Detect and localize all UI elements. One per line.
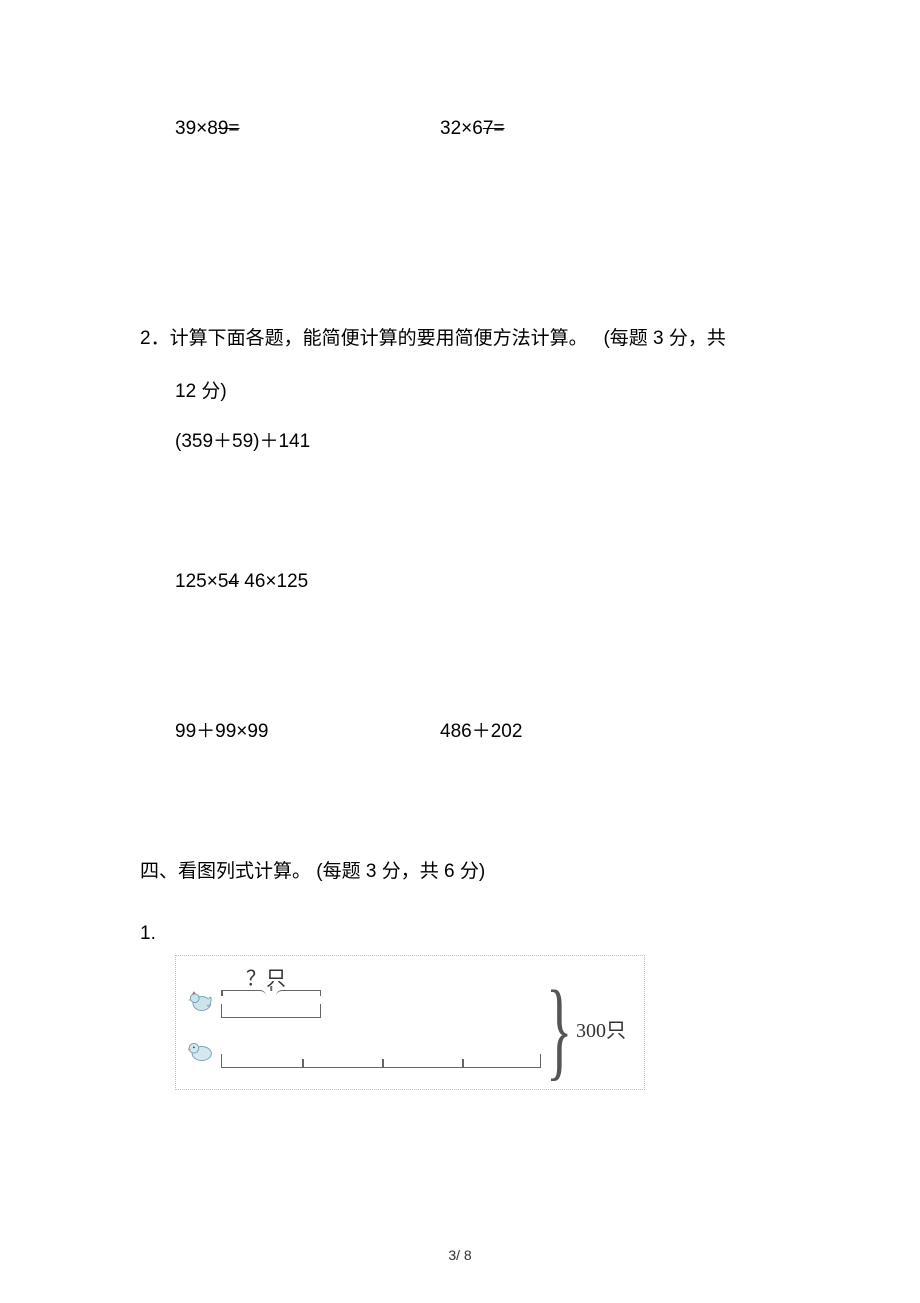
duck-icon [186,1036,214,1064]
long-bar [221,1054,541,1068]
expr-a-prefix: 39 [175,118,196,139]
q2-text-a: 计算下面各题，能简便计算的要用简便方法计算。 [170,328,588,349]
footer-sep: / [456,1247,460,1263]
tick-2 [382,1059,384,1067]
q2-line2: 12 分) [175,378,227,407]
q2-expr2-op2: × [265,571,276,592]
expr-32x67: 32×67= [440,115,505,144]
top-brace [221,986,321,996]
page: 39×89= 32×67= 2．计算下面各题，能简便计算的要用简便方法计算。 (… [0,0,920,1303]
tick-1 [302,1059,304,1067]
expr-b-op: × [461,118,472,139]
q2-expr1: (359＋59)＋141 [175,428,310,457]
q2-number: 2． [140,328,170,349]
q2-heading: 2．计算下面各题，能简便计算的要用简便方法计算。 (每题 3 分，共 [140,325,780,354]
q2-expr3-row: 99＋99×99 486＋202 [175,718,522,747]
q2-expr2-mid: 46 [239,571,265,592]
q2-expr2-c: 125 [277,571,309,592]
footer-page: 3 [448,1247,456,1263]
diagram-total-label: 300只 [576,1016,626,1046]
right-brace: } [546,974,572,1084]
section4-heading: 四、看图列式计算。 (每题 3 分，共 6 分) [140,858,485,887]
q2-expr2-a: 125 [175,571,207,592]
expr-a-strike: 9= [218,118,240,139]
expr-b-prefix: 32 [440,118,461,139]
footer-total: 8 [464,1247,472,1263]
q2-expr2-strike: 4 [228,571,239,592]
expr-b-main: 6 [472,118,483,139]
page-footer: 3/ 8 [0,1245,920,1266]
tick-3 [462,1059,464,1067]
expr-b-strike: 7= [483,118,505,139]
q2-expr3a: 99＋99×99 [175,718,440,747]
expr-39x89: 39×89= [175,115,440,144]
expr-a-op: × [196,118,207,139]
short-bar [221,1004,321,1018]
q2-expr2: 125×54 46×125 [175,568,308,597]
q2-text-b: (每题 3 分，共 [603,328,725,349]
rooster-icon [186,986,214,1014]
q2-expr2-b: 5 [218,571,229,592]
q2-expr3b: 486＋202 [440,718,522,747]
top-expression-row: 39×89= 32×67= [175,115,505,144]
section4-item1: 1. [140,920,156,949]
diagram-container: ？只 } 300只 [175,955,645,1090]
q2-expr2-op1: × [207,571,218,592]
expr-a-main: 8 [207,118,218,139]
